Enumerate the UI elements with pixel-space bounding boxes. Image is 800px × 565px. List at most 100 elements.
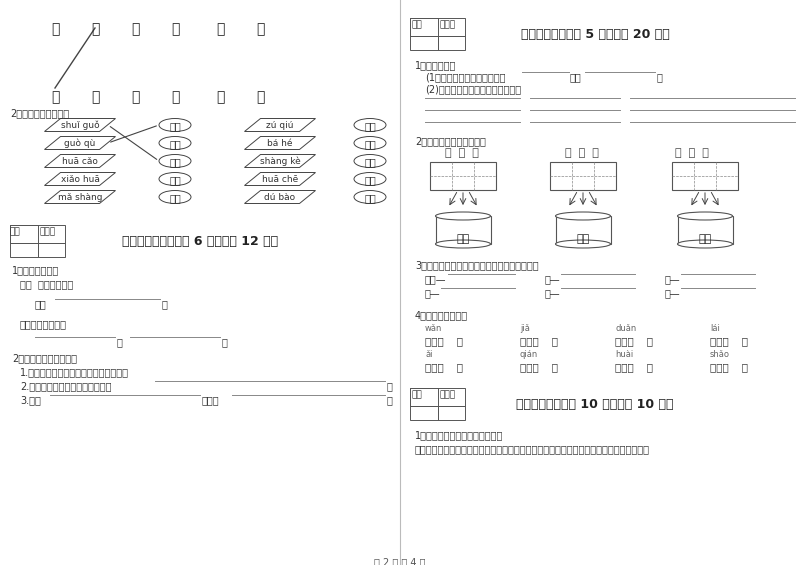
Text: 多: 多 xyxy=(216,90,224,104)
Text: 是: 是 xyxy=(117,337,123,347)
Text: 过去: 过去 xyxy=(169,121,181,131)
Text: 3.如果: 3.如果 xyxy=(20,395,41,405)
Text: 对—: 对— xyxy=(545,274,561,284)
Text: ǎi: ǎi xyxy=(425,350,433,359)
Bar xyxy=(410,18,438,36)
Text: 去: 去 xyxy=(91,90,99,104)
Text: lái: lái xyxy=(710,324,720,333)
Text: 猫是捉老鼠的能手，它们耳朵很灵敏，能够来去走。哪怕是极小的声音，它也能及时辨出。: 猫是捉老鼠的能手，它们耳朵很灵敏，能够来去走。哪怕是极小的声音，它也能及时辨出。 xyxy=(415,444,650,454)
Text: zú qiú: zú qiú xyxy=(266,121,294,130)
Text: 1.如果马莎掉到河里，我就跳下去救她。: 1.如果马莎掉到河里，我就跳下去救她。 xyxy=(20,367,129,377)
Text: 4、反义词对对碰。: 4、反义词对对碰。 xyxy=(415,310,468,320)
Text: 1、我会写句子。: 1、我会写句子。 xyxy=(12,265,59,275)
Text: 正: 正 xyxy=(256,22,264,36)
Text: (2)课外你还积累了哪些四字词语：: (2)课外你还积累了哪些四字词语： xyxy=(425,84,521,94)
Text: 也  出  公: 也 出 公 xyxy=(565,148,599,158)
Text: 2、我能让花儿开得更美。: 2、我能让花儿开得更美。 xyxy=(415,136,486,146)
Ellipse shape xyxy=(435,240,490,248)
Text: jiǎ: jiǎ xyxy=(520,324,530,333)
Text: 远: 远 xyxy=(131,90,139,104)
Bar xyxy=(550,162,616,190)
Text: 2、读一读、连一连。: 2、读一读、连一连。 xyxy=(10,108,69,118)
Text: 坏一（    ）: 坏一（ ） xyxy=(615,362,653,372)
Text: shǎo: shǎo xyxy=(710,350,730,359)
Text: 黑: 黑 xyxy=(216,22,224,36)
Bar xyxy=(410,36,438,50)
Text: 好—: 好— xyxy=(665,288,681,298)
Bar xyxy=(10,225,38,243)
Text: 五、补充句子（每题 6 分，共计 12 分）: 五、补充句子（每题 6 分，共计 12 分） xyxy=(122,235,278,248)
Text: 得分: 得分 xyxy=(10,227,21,236)
Text: 长  头  马: 长 头 马 xyxy=(675,148,709,158)
Text: 笑话: 笑话 xyxy=(169,139,181,149)
Ellipse shape xyxy=(435,212,490,220)
Text: 四画: 四画 xyxy=(576,234,590,244)
Bar xyxy=(10,225,65,243)
Text: 第 2 页 共 4 页: 第 2 页 共 4 页 xyxy=(374,557,426,565)
Text: 评卷人: 评卷人 xyxy=(40,227,56,236)
Text: mǎ shàng: mǎ shàng xyxy=(58,193,102,202)
Text: 来: 来 xyxy=(131,22,139,36)
Text: 2、读，照样子写一写。: 2、读，照样子写一写。 xyxy=(12,353,77,363)
Bar xyxy=(555,216,610,244)
Text: 。: 。 xyxy=(162,299,168,309)
Text: 火车: 火车 xyxy=(364,157,376,167)
Bar xyxy=(410,388,438,406)
Bar xyxy=(10,243,38,257)
Bar xyxy=(38,243,65,257)
Bar xyxy=(438,406,465,420)
Ellipse shape xyxy=(678,240,733,248)
Ellipse shape xyxy=(555,240,610,248)
Text: 直—: 直— xyxy=(545,288,561,298)
Text: huā chē: huā chē xyxy=(262,175,298,184)
Text: 。: 。 xyxy=(387,395,393,405)
Bar xyxy=(430,162,496,190)
Text: 反: 反 xyxy=(171,90,179,104)
Text: 2.如果妈妈切菜时划破了手，我就: 2.如果妈妈切菜时划破了手，我就 xyxy=(20,381,111,391)
Text: ，我就: ，我就 xyxy=(202,395,220,405)
Bar xyxy=(410,406,438,420)
Bar xyxy=(672,162,738,190)
Text: 白: 白 xyxy=(256,90,264,104)
Text: 评卷人: 评卷人 xyxy=(440,390,456,399)
Text: huài: huài xyxy=(615,350,634,359)
Text: 七、阅读题（每题 10 分，共计 10 分）: 七、阅读题（每题 10 分，共计 10 分） xyxy=(516,398,674,411)
Text: wǎn: wǎn xyxy=(425,324,442,333)
Text: shàng kè: shàng kè xyxy=(260,157,300,167)
Text: ）: ） xyxy=(657,72,663,82)
Ellipse shape xyxy=(678,212,733,220)
Text: 来一（    ）: 来一（ ） xyxy=(710,336,748,346)
Text: 远—: 远— xyxy=(665,274,681,284)
Bar xyxy=(435,216,490,244)
Text: 爸爸: 爸爸 xyxy=(35,299,46,309)
Text: 无: 无 xyxy=(91,22,99,36)
Text: qián: qián xyxy=(520,350,538,359)
Bar xyxy=(438,36,465,50)
Text: 。: 。 xyxy=(387,381,393,391)
Text: 哭—: 哭— xyxy=(425,288,441,298)
Text: 足球: 足球 xyxy=(364,139,376,149)
Text: 花草: 花草 xyxy=(169,175,181,185)
Text: 3、你能写出与下列字词意思相反之的词语吗？: 3、你能写出与下列字词意思相反之的词语吗？ xyxy=(415,260,538,270)
Text: 读报: 读报 xyxy=(364,175,376,185)
Text: 1、夜会读完文再做以下的练习。: 1、夜会读完文再做以下的练习。 xyxy=(415,430,503,440)
Text: 评卷人: 评卷人 xyxy=(440,20,456,29)
Text: 得分: 得分 xyxy=(412,390,422,399)
Text: 有: 有 xyxy=(51,90,59,104)
Text: 子  无  目: 子 无 目 xyxy=(445,148,479,158)
Text: 得分: 得分 xyxy=(412,20,422,29)
Text: 例：我是小学生。: 例：我是小学生。 xyxy=(20,319,67,329)
Text: 矮一（    ）: 矮一（ ） xyxy=(425,362,463,372)
Text: ）（: ）（ xyxy=(570,72,582,82)
Text: 水果: 水果 xyxy=(169,157,181,167)
Text: 少一（    ）: 少一（ ） xyxy=(710,362,748,372)
Text: duǎn: duǎn xyxy=(615,324,636,333)
Text: 短一（    ）: 短一（ ） xyxy=(615,336,653,346)
Text: (1）课外你读过哪首古诗？（: (1）课外你读过哪首古诗？（ xyxy=(425,72,506,82)
Bar xyxy=(678,216,733,244)
Text: 前一（    ）: 前一（ ） xyxy=(520,362,558,372)
Text: 近: 近 xyxy=(51,22,59,36)
Text: bá hé: bá hé xyxy=(267,139,293,148)
Ellipse shape xyxy=(555,212,610,220)
Text: 。: 。 xyxy=(222,337,228,347)
